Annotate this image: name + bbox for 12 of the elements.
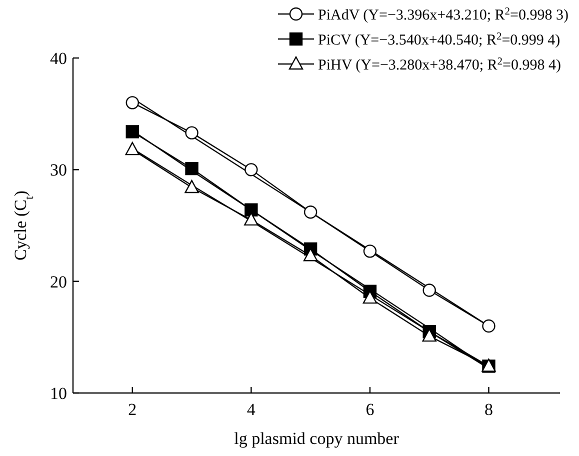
- y-tick-label: 40: [50, 48, 67, 68]
- x-tick-label: 8: [484, 400, 493, 419]
- x-tick-label: 6: [366, 400, 374, 419]
- y-tick-label: 10: [50, 384, 67, 403]
- y-tick-label: 30: [50, 160, 67, 180]
- x-tick-label: 4: [246, 400, 256, 419]
- x-tick-label: 2: [128, 400, 137, 419]
- legend-label: PiAdV (Y=−3.396x+43.210; R$^{2}$=0.998 3): [318, 6, 569, 24]
- x-axis-title: lg plasmid copy number: [234, 429, 400, 448]
- y-tick-label: 20: [50, 272, 67, 292]
- legend-label: PiHV (Y=−3.280x+38.470; R$^{2}$=0.998 4): [318, 56, 562, 74]
- legend-label: PiCV (Y=−3.540x+40.540; R$^{2}$=0.999 4): [318, 30, 560, 48]
